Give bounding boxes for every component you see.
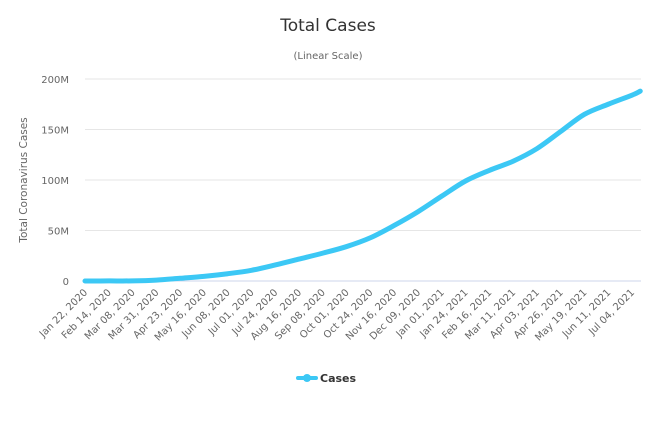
gridlines <box>85 78 641 282</box>
chart-subtitle: (Linear Scale) <box>294 51 363 62</box>
legend-label: Cases <box>320 372 357 385</box>
series-line-cases <box>82 88 643 284</box>
series-cases <box>82 88 643 284</box>
chart-title: Total Cases <box>279 16 376 36</box>
y-tick-label: 200M <box>41 75 69 86</box>
legend-marker-icon <box>303 374 311 382</box>
y-axis-ticks: 0 50M 100M 150M 200M <box>41 75 69 288</box>
y-tick-label: 0 <box>63 277 69 288</box>
y-tick-label: 100M <box>41 176 69 187</box>
legend-item-cases[interactable]: Cases <box>296 372 357 385</box>
y-tick-label: 50M <box>48 227 69 238</box>
y-axis-title: Total Coronavirus Cases <box>18 117 30 243</box>
y-tick-label: 150M <box>41 126 69 137</box>
